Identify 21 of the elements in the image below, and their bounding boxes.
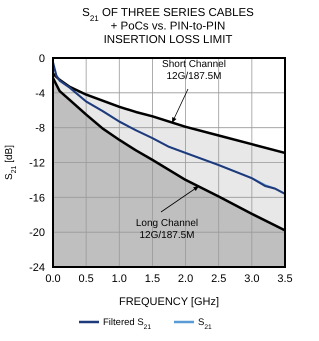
y-tick-label: -4	[35, 88, 45, 100]
x-tick-label: 3.0	[244, 273, 260, 285]
x-axis-title: FREQUENCY [GHz]	[118, 296, 220, 308]
annotation: Long Channel 12G/187.5M	[136, 218, 198, 241]
x-tick-label: 2.5	[211, 273, 226, 285]
y-tick-label: -12	[29, 158, 45, 170]
x-tick-label: 0.5	[78, 273, 94, 285]
legend-label: S$_{21}$	[198, 317, 212, 330]
x-tick-label: 1.5	[144, 273, 160, 285]
y-tick-label: -8	[35, 122, 45, 135]
x-tick-label: 3.5	[277, 273, 293, 285]
x-tick-label: 0.0	[45, 273, 61, 285]
y-tick-label: -16	[29, 192, 45, 204]
x-tick-label: 2.0	[178, 273, 194, 285]
y-tick-label: -20	[29, 227, 45, 240]
x-tick-label: 1.0	[112, 273, 127, 285]
y-tick-label: -24	[29, 262, 45, 274]
chart-title: S$_{21}$ OF THREE SERIES CABLES + PoCs vs. PIN-to-PIN INSERTION LOSS LIMIT	[82, 7, 254, 46]
annotation: Short Channel 12G/187.5M	[162, 59, 226, 82]
y-tick-label: 0	[38, 53, 45, 65]
legend-label: Filtered S$_{21}$	[103, 317, 152, 330]
